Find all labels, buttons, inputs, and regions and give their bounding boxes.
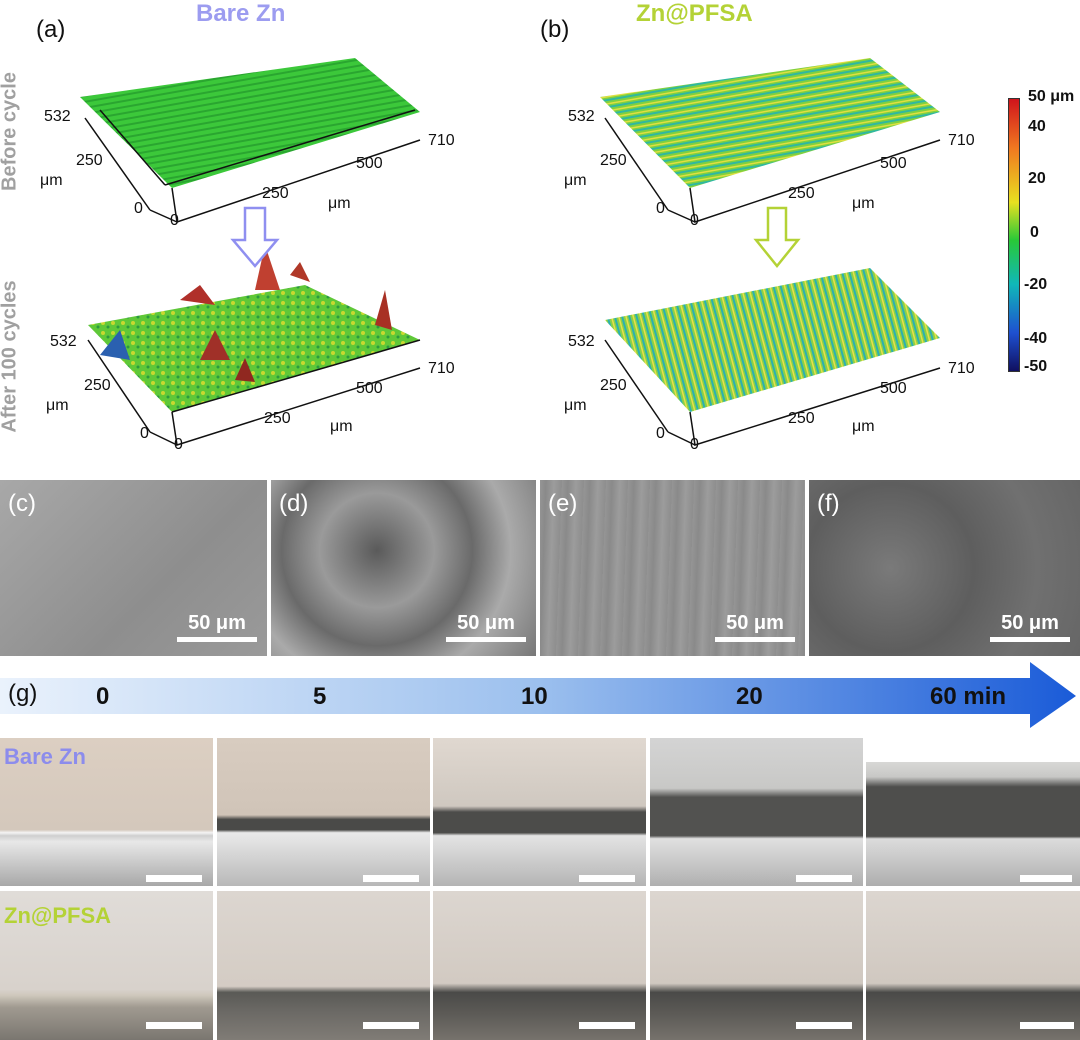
optical-bare-20 — [650, 738, 863, 886]
scalebar — [796, 1022, 852, 1029]
axis-b2-ymid: 250 — [600, 377, 627, 394]
sem-scalebar-e: 50 μm — [715, 612, 795, 642]
time-label-10: 10 — [521, 683, 548, 710]
time-label-60: 60 min — [930, 683, 1007, 710]
panel-b-title: Zn@PFSA — [636, 0, 753, 27]
sem-image-f: (f) 50 μm — [809, 480, 1080, 656]
surface-plots — [80, 58, 941, 446]
colorbar-tick-1: 40 — [1028, 118, 1046, 135]
axis-b1-ox: 0 — [690, 212, 699, 229]
sem-image-c: (c) 50 μm — [0, 480, 267, 656]
axis-a2-ymid: 250 — [84, 377, 111, 394]
scalebar — [1020, 875, 1072, 882]
surface-b-before — [600, 58, 941, 223]
panel-a-letter: (a) — [36, 16, 66, 43]
axis-a1-xmax: 710 — [428, 132, 455, 149]
optical-bare-5 — [217, 738, 430, 886]
sem-letter-d: (d) — [279, 490, 309, 517]
optical-pfsa-60 — [866, 891, 1080, 1040]
scalebar — [579, 875, 635, 882]
axis-a1-yunit: μm — [40, 172, 63, 189]
time-label-20: 20 — [736, 683, 763, 710]
axis-a1-ox: 0 — [170, 212, 179, 229]
axis-b2-xmax: 710 — [948, 360, 975, 377]
axis-a1-xunit: μm — [328, 195, 351, 212]
colorbar-tick-2: 20 — [1028, 170, 1046, 187]
axis-a2-ox: 0 — [174, 436, 183, 453]
colorbar-tick-0: 50 μm — [1028, 88, 1075, 105]
axis-a2-xmid: 250 — [264, 410, 291, 427]
sem-letter-c: (c) — [8, 490, 36, 517]
axis-a2-yunit: μm — [46, 397, 69, 414]
panel-g-letter: (g) — [8, 680, 38, 707]
optical-bare-60 — [866, 762, 1080, 886]
sem-image-d: (d) 50 μm — [271, 480, 536, 656]
axis-a2-ymax: 532 — [50, 333, 77, 350]
scalebar — [363, 1022, 419, 1029]
scalebar — [1020, 1022, 1074, 1029]
sem-image-e: (e) 50 μm — [540, 480, 805, 656]
optical-row-label-bare: Bare Zn — [4, 744, 86, 769]
axis-b1-yunit: μm — [564, 172, 587, 189]
axis-a1-oy: 0 — [134, 200, 143, 217]
optical-pfsa-0 — [0, 891, 213, 1040]
axis-b2-xunit: μm — [852, 418, 875, 435]
scalebar — [796, 875, 852, 882]
colorbar — [1008, 98, 1020, 372]
axis-a2-xmax: 710 — [428, 360, 455, 377]
sem-scalebar-f: 50 μm — [990, 612, 1070, 642]
down-arrow-pfsa-icon — [753, 206, 801, 268]
optical-pfsa-20 — [650, 891, 863, 1040]
axis-b1-ymid: 250 — [600, 152, 627, 169]
axis-b2-x500: 500 — [880, 380, 907, 397]
optical-pfsa-10 — [433, 891, 646, 1040]
axis-b2-ox: 0 — [690, 436, 699, 453]
axis-b1-oy: 0 — [656, 200, 665, 217]
panel-b-letter: (b) — [540, 16, 570, 43]
optical-row-label-pfsa: Zn@PFSA — [4, 903, 112, 928]
axis-b1-x500: 500 — [880, 155, 907, 172]
down-arrow-bare-icon — [230, 206, 280, 268]
optical-bare-0 — [0, 738, 213, 886]
scalebar — [146, 875, 202, 882]
axis-b2-oy: 0 — [656, 425, 665, 442]
axis-b1-xmid: 250 — [788, 185, 815, 202]
axis-b2-ymax: 532 — [568, 333, 595, 350]
axis-a2-oy: 0 — [140, 425, 149, 442]
scalebar — [363, 875, 419, 882]
surface-a-after — [87, 245, 421, 446]
panel-a-title: Bare Zn — [196, 0, 286, 27]
surface-b-after — [604, 268, 941, 446]
time-label-0: 0 — [96, 683, 110, 710]
axis-a1-x500: 500 — [356, 155, 383, 172]
axis-b1-ymax: 532 — [568, 108, 595, 125]
axis-b1-xunit: μm — [852, 195, 875, 212]
axis-a2-x500: 500 — [356, 380, 383, 397]
scalebar — [146, 1022, 202, 1029]
surface-a-before — [80, 58, 421, 223]
sem-letter-e: (e) — [548, 490, 578, 517]
axis-a1-ymax: 532 — [44, 108, 71, 125]
time-label-5: 5 — [313, 683, 327, 710]
sem-scalebar-d: 50 μm — [446, 612, 526, 642]
axis-a2-xunit: μm — [330, 418, 353, 435]
axis-b2-yunit: μm — [564, 397, 587, 414]
axis-b1-xmax: 710 — [948, 132, 975, 149]
colorbar-tick-6: -50 — [1024, 358, 1048, 375]
timeline-arrow-icon — [0, 662, 1076, 728]
colorbar-tick-5: -40 — [1024, 330, 1048, 347]
axis-b2-xmid: 250 — [788, 410, 815, 427]
sem-scalebar-c: 50 μm — [177, 612, 257, 642]
optical-pfsa-5 — [217, 891, 430, 1040]
scalebar — [579, 1022, 635, 1029]
axis-a1-ymid: 250 — [76, 152, 103, 169]
axis-a1-xmid: 250 — [262, 185, 289, 202]
colorbar-tick-3: 0 — [1030, 224, 1039, 241]
optical-bare-10 — [433, 738, 646, 886]
colorbar-tick-4: -20 — [1024, 276, 1048, 293]
sem-letter-f: (f) — [817, 490, 840, 517]
